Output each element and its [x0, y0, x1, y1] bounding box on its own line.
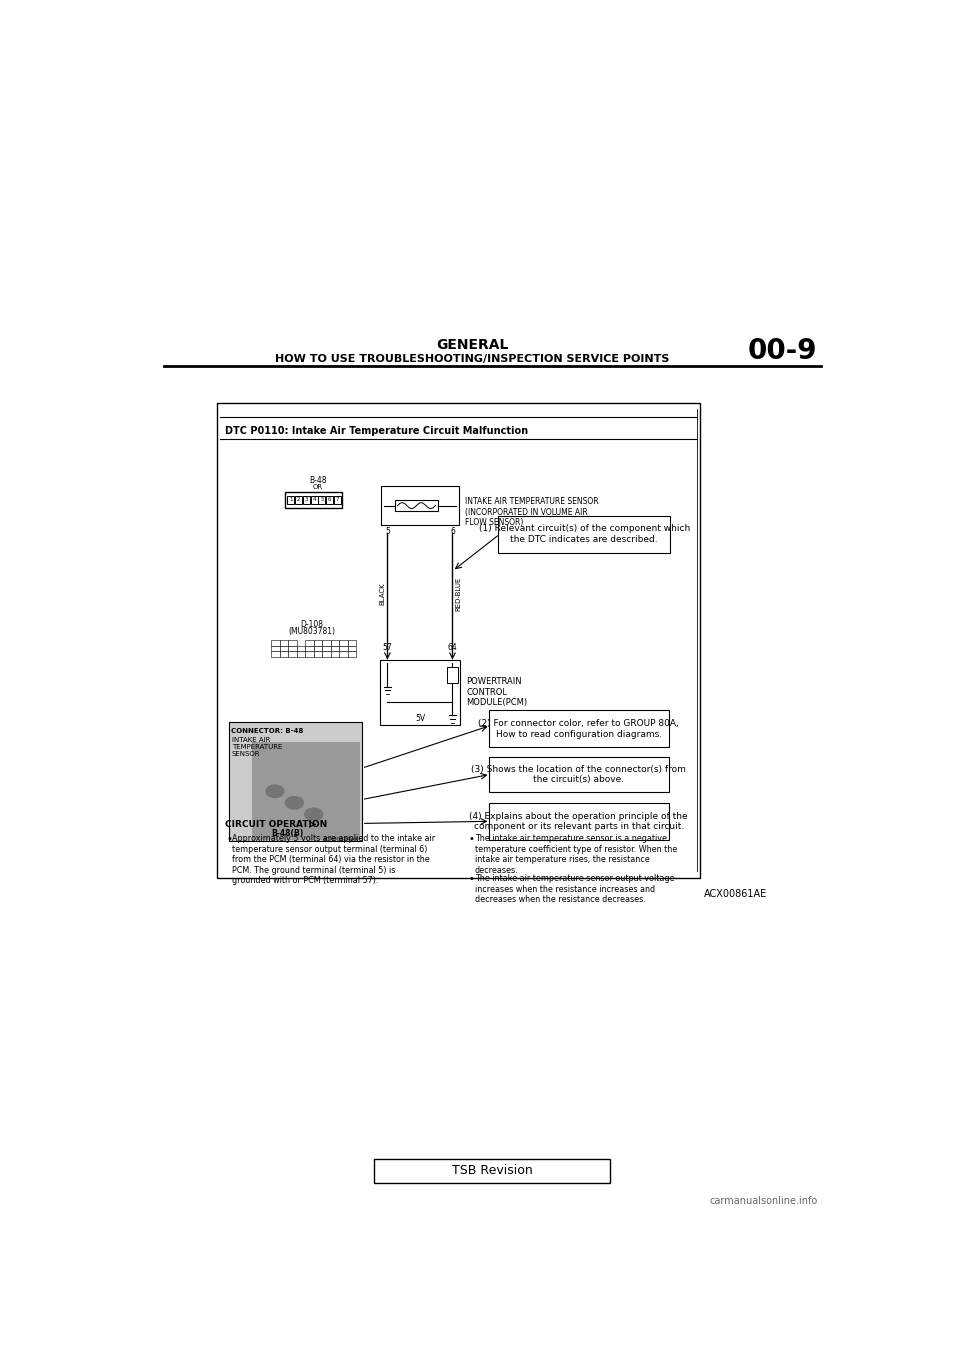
Bar — [331, 646, 339, 650]
Bar — [326, 496, 333, 504]
Text: INTAKE AIR TEMPERATURE SENSOR
(INCORPORATED IN VOLUME AIR
FLOW SENSOR): INTAKE AIR TEMPERATURE SENSOR (INCORPORA… — [465, 497, 598, 527]
Bar — [314, 650, 323, 656]
Text: (3) Shows the location of the connector(s) from
the circuit(s) above.: (3) Shows the location of the connector(… — [471, 765, 686, 784]
Bar — [305, 646, 314, 650]
Text: •: • — [227, 834, 232, 845]
Bar — [279, 650, 288, 656]
Bar — [288, 650, 297, 656]
Bar — [271, 646, 279, 650]
Bar — [295, 496, 302, 504]
Text: 57: 57 — [382, 642, 393, 652]
FancyBboxPatch shape — [374, 1158, 610, 1183]
Text: HOW TO USE TROUBLESHOOTING/INSPECTION SERVICE POINTS: HOW TO USE TROUBLESHOOTING/INSPECTION SE… — [276, 353, 670, 364]
Text: (1) Relevant circuit(s) of the component which
the DTC indicates are described.: (1) Relevant circuit(s) of the component… — [479, 524, 690, 543]
Bar — [271, 650, 279, 656]
Bar — [348, 646, 356, 650]
Bar — [303, 496, 310, 504]
Bar — [305, 641, 314, 646]
Bar — [447, 667, 458, 683]
Bar — [297, 650, 305, 656]
FancyBboxPatch shape — [498, 516, 670, 553]
Text: 5: 5 — [320, 497, 324, 502]
Text: GENERAL: GENERAL — [437, 338, 509, 353]
Bar — [271, 641, 279, 646]
Text: 4: 4 — [312, 497, 316, 502]
FancyBboxPatch shape — [489, 710, 669, 747]
Text: OR: OR — [313, 485, 323, 490]
Text: 5V: 5V — [415, 714, 425, 724]
Text: 64: 64 — [447, 642, 457, 652]
Bar — [381, 486, 459, 524]
Bar — [217, 403, 700, 877]
Text: CIRCUIT OPERATION: CIRCUIT OPERATION — [225, 820, 326, 828]
FancyBboxPatch shape — [489, 756, 669, 792]
Bar — [279, 641, 288, 646]
Bar — [334, 496, 341, 504]
Bar — [331, 641, 339, 646]
Bar — [339, 650, 348, 656]
Bar — [285, 492, 342, 508]
Ellipse shape — [304, 808, 324, 822]
Text: Approximately 5 volts are applied to the intake air
temperature sensor output te: Approximately 5 volts are applied to the… — [232, 834, 436, 885]
Text: 3: 3 — [304, 497, 308, 502]
Bar — [252, 741, 360, 839]
Bar — [288, 641, 297, 646]
Text: D-108: D-108 — [300, 621, 324, 630]
Text: ACX00861AE: ACX00861AE — [704, 889, 767, 899]
Text: ACX00824AX: ACX00824AX — [324, 838, 359, 842]
Text: BLACK: BLACK — [379, 583, 385, 606]
Text: DTC P0110: Intake Air Temperature Circuit Malfunction: DTC P0110: Intake Air Temperature Circui… — [225, 426, 528, 436]
Bar — [314, 646, 323, 650]
Bar — [339, 646, 348, 650]
Text: •: • — [468, 834, 474, 845]
Ellipse shape — [265, 785, 285, 799]
Bar — [379, 660, 460, 725]
Text: 1: 1 — [289, 497, 293, 502]
Text: 6: 6 — [328, 497, 331, 502]
Ellipse shape — [285, 796, 304, 809]
Text: TSB Revision: TSB Revision — [451, 1164, 533, 1177]
Text: 7: 7 — [336, 497, 339, 502]
Text: 6: 6 — [450, 527, 455, 535]
Text: 5: 5 — [385, 527, 390, 535]
Bar — [319, 496, 325, 504]
Text: B-48(B): B-48(B) — [272, 830, 303, 838]
Text: carmanualsonline.info: carmanualsonline.info — [709, 1196, 817, 1206]
FancyBboxPatch shape — [489, 803, 669, 839]
Text: POWERTRAIN
CONTROL
MODULE(PCM): POWERTRAIN CONTROL MODULE(PCM) — [467, 678, 528, 708]
Bar — [287, 496, 295, 504]
Text: (MU803781): (MU803781) — [289, 627, 336, 637]
Text: 00-9: 00-9 — [748, 337, 818, 365]
Bar — [297, 646, 305, 650]
Bar — [331, 650, 339, 656]
Text: •: • — [468, 875, 474, 884]
Bar — [323, 650, 331, 656]
Bar — [339, 641, 348, 646]
Bar — [228, 722, 362, 842]
Text: B-48: B-48 — [309, 477, 326, 485]
Bar — [279, 646, 288, 650]
Text: (4) Explains about the operation principle of the
component or its relevant part: (4) Explains about the operation princip… — [469, 812, 688, 831]
Text: (2) For connector color, refer to GROUP 80A,
How to read configuration diagrams.: (2) For connector color, refer to GROUP … — [478, 720, 679, 739]
Bar — [305, 650, 314, 656]
Text: TEMPERATURE: TEMPERATURE — [231, 744, 282, 751]
Bar — [323, 646, 331, 650]
Bar — [314, 641, 323, 646]
Text: The intake air temperature sensor output voltage
increases when the resistance i: The intake air temperature sensor output… — [475, 875, 675, 904]
Text: The intake air temperature sensor is a negative
temperature coefficient type of : The intake air temperature sensor is a n… — [475, 834, 677, 875]
Text: CONNECTOR: B-48: CONNECTOR: B-48 — [230, 728, 303, 735]
Text: SENSOR: SENSOR — [231, 751, 260, 758]
Bar — [311, 496, 318, 504]
Bar — [288, 646, 297, 650]
Text: INTAKE AIR: INTAKE AIR — [231, 737, 270, 743]
Bar — [348, 641, 356, 646]
Bar — [323, 641, 331, 646]
Bar — [396, 500, 438, 511]
Bar — [348, 650, 356, 656]
Text: 2: 2 — [297, 497, 300, 502]
Text: RED-BLUE: RED-BLUE — [455, 577, 461, 611]
